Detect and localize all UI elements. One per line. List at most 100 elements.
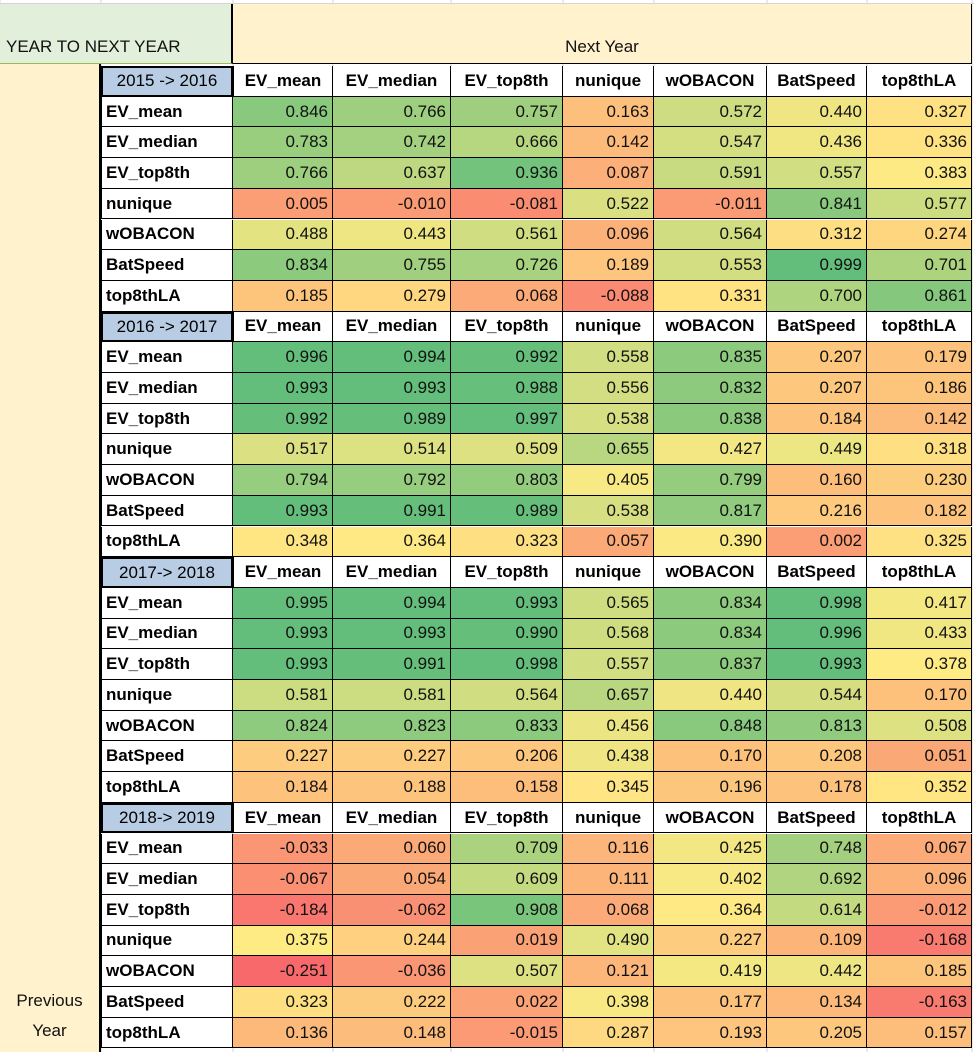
heatmap-cell[interactable]: 0.096 — [867, 864, 972, 895]
column-header[interactable]: BatSpeed — [767, 311, 867, 343]
heatmap-cell[interactable]: 0.998 — [451, 649, 563, 680]
heatmap-cell[interactable]: 0.216 — [767, 495, 867, 527]
heatmap-cell[interactable]: 0.568 — [563, 618, 654, 650]
heatmap-cell[interactable]: 0.490 — [563, 925, 654, 957]
row-header[interactable]: wOBACON — [101, 956, 233, 987]
heatmap-cell[interactable]: 0.022 — [451, 987, 563, 1018]
heatmap-cell[interactable]: 0.002 — [767, 526, 867, 558]
row-header[interactable]: EV_top8th — [101, 158, 233, 189]
heatmap-cell[interactable]: 0.996 — [233, 342, 333, 373]
heatmap-cell[interactable]: 0.227 — [233, 741, 333, 773]
column-header[interactable]: EV_median — [333, 557, 451, 588]
heatmap-cell[interactable]: 0.848 — [654, 710, 767, 742]
column-header[interactable]: top8thLA — [867, 311, 972, 343]
heatmap-cell[interactable]: 0.507 — [451, 956, 563, 987]
heatmap-cell[interactable]: 0.312 — [767, 219, 867, 251]
heatmap-cell[interactable]: 0.116 — [563, 833, 654, 865]
heatmap-cell[interactable]: 0.109 — [767, 925, 867, 957]
heatmap-cell[interactable]: 0.799 — [654, 465, 767, 496]
heatmap-cell[interactable]: 0.823 — [333, 710, 451, 742]
heatmap-cell[interactable]: 0.390 — [654, 526, 767, 558]
heatmap-cell[interactable]: 0.993 — [333, 373, 451, 404]
heatmap-cell[interactable]: 0.196 — [654, 772, 767, 803]
heatmap-cell[interactable]: 0.443 — [333, 219, 451, 251]
heatmap-cell[interactable]: 0.841 — [767, 188, 867, 220]
heatmap-cell[interactable]: 0.577 — [867, 188, 972, 220]
heatmap-cell[interactable]: 0.193 — [654, 1017, 767, 1049]
heatmap-cell[interactable]: 0.666 — [451, 127, 563, 159]
row-header[interactable]: nunique — [101, 188, 233, 220]
heatmap-cell[interactable]: 0.991 — [333, 649, 451, 680]
heatmap-cell[interactable]: 0.538 — [563, 495, 654, 527]
heatmap-cell[interactable]: 0.553 — [654, 250, 767, 281]
heatmap-cell[interactable]: 0.993 — [233, 495, 333, 527]
heatmap-cell[interactable]: 0.067 — [867, 833, 972, 865]
heatmap-cell[interactable]: 0.318 — [867, 434, 972, 466]
heatmap-cell[interactable]: 0.637 — [333, 158, 451, 189]
heatmap-cell[interactable]: -0.033 — [233, 833, 333, 865]
period-label-1[interactable]: 2016 -> 2017 — [101, 311, 233, 343]
heatmap-cell[interactable]: 0.433 — [867, 618, 972, 650]
row-header[interactable]: top8thLA — [101, 772, 233, 803]
column-header[interactable]: EV_mean — [233, 557, 333, 588]
column-header[interactable]: EV_mean — [233, 802, 333, 834]
heatmap-cell[interactable]: 0.184 — [233, 772, 333, 803]
heatmap-cell[interactable]: 0.440 — [767, 96, 867, 128]
heatmap-cell[interactable]: 0.456 — [563, 710, 654, 742]
heatmap-cell[interactable]: 0.057 — [563, 526, 654, 558]
heatmap-cell[interactable]: 0.581 — [233, 680, 333, 711]
heatmap-cell[interactable]: 0.068 — [451, 280, 563, 312]
column-header[interactable]: EV_median — [333, 802, 451, 834]
row-header[interactable]: EV_median — [101, 127, 233, 159]
column-header[interactable]: top8thLA — [867, 802, 972, 834]
column-header[interactable]: wOBACON — [654, 66, 767, 97]
heatmap-cell[interactable]: 0.766 — [333, 96, 451, 128]
heatmap-cell[interactable]: 0.564 — [654, 219, 767, 251]
heatmap-cell[interactable]: 0.614 — [767, 894, 867, 926]
heatmap-cell[interactable]: 0.846 — [233, 96, 333, 128]
heatmap-cell[interactable]: 0.336 — [867, 127, 972, 159]
heatmap-cell[interactable]: 0.755 — [333, 250, 451, 281]
heatmap-cell[interactable]: 0.591 — [654, 158, 767, 189]
heatmap-cell[interactable]: 0.544 — [767, 680, 867, 711]
heatmap-cell[interactable]: 0.189 — [563, 250, 654, 281]
heatmap-cell[interactable]: 0.834 — [654, 587, 767, 619]
heatmap-cell[interactable]: 0.157 — [867, 1017, 972, 1049]
row-header[interactable]: EV_mean — [101, 833, 233, 865]
heatmap-cell[interactable]: 0.835 — [654, 342, 767, 373]
row-header[interactable]: EV_mean — [101, 587, 233, 619]
column-header[interactable]: wOBACON — [654, 557, 767, 588]
heatmap-cell[interactable]: 0.995 — [233, 587, 333, 619]
heatmap-cell[interactable]: 0.993 — [233, 649, 333, 680]
heatmap-cell[interactable]: -0.081 — [451, 188, 563, 220]
row-header[interactable]: wOBACON — [101, 465, 233, 496]
column-header[interactable]: EV_median — [333, 311, 451, 343]
row-header[interactable]: top8thLA — [101, 1017, 233, 1049]
heatmap-cell[interactable]: 0.244 — [333, 925, 451, 957]
heatmap-cell[interactable]: 0.742 — [333, 127, 451, 159]
heatmap-cell[interactable]: 0.060 — [333, 833, 451, 865]
heatmap-cell[interactable]: 0.068 — [563, 894, 654, 926]
heatmap-cell[interactable]: 0.142 — [867, 403, 972, 435]
heatmap-cell[interactable]: 0.352 — [867, 772, 972, 803]
row-header[interactable]: wOBACON — [101, 219, 233, 251]
heatmap-cell[interactable]: 0.207 — [767, 342, 867, 373]
heatmap-cell[interactable]: 0.609 — [451, 864, 563, 895]
heatmap-cell[interactable]: 0.287 — [563, 1017, 654, 1049]
heatmap-cell[interactable]: 0.222 — [333, 987, 451, 1018]
heatmap-cell[interactable]: 0.508 — [867, 710, 972, 742]
heatmap-cell[interactable]: 0.517 — [233, 434, 333, 466]
heatmap-cell[interactable]: 0.206 — [451, 741, 563, 773]
heatmap-cell[interactable]: 0.564 — [451, 680, 563, 711]
heatmap-cell[interactable]: 0.323 — [451, 526, 563, 558]
heatmap-cell[interactable]: -0.062 — [333, 894, 451, 926]
row-header[interactable]: EV_median — [101, 864, 233, 895]
heatmap-cell[interactable]: 0.184 — [767, 403, 867, 435]
heatmap-cell[interactable]: 0.348 — [233, 526, 333, 558]
row-header[interactable]: BatSpeed — [101, 250, 233, 281]
heatmap-cell[interactable]: 0.274 — [867, 219, 972, 251]
corner-label[interactable]: YEAR TO NEXT YEAR — [0, 4, 233, 64]
row-header[interactable]: nunique — [101, 434, 233, 466]
row-header[interactable]: EV_median — [101, 618, 233, 650]
heatmap-cell[interactable]: 0.323 — [233, 987, 333, 1018]
